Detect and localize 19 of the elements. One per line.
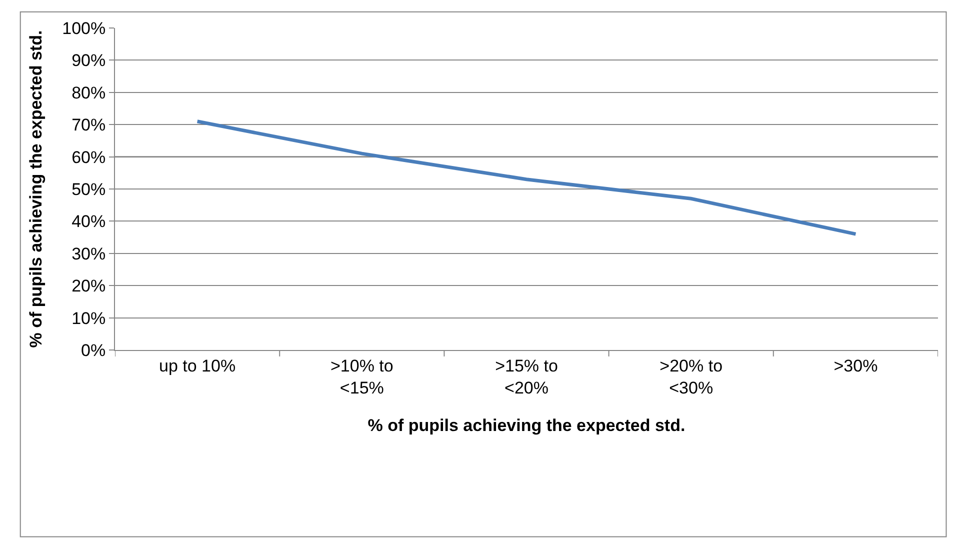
x-tick-label: >30%	[834, 356, 878, 376]
line-series	[196, 120, 858, 236]
y-tick-label: 50%	[72, 180, 106, 199]
y-tick-label: 0%	[81, 340, 106, 360]
y-axis-title: % of pupils achieving the expected std.	[26, 30, 46, 348]
y-tick-label: 40%	[72, 212, 106, 232]
x-tick-label: >10% to <15%	[330, 356, 394, 398]
y-tick-label: 100%	[62, 18, 106, 38]
x-tick-label: up to 10%	[159, 356, 236, 376]
y-tick-label: 10%	[72, 308, 106, 328]
x-axis-title: % of pupils achieving the expected std.	[368, 416, 686, 435]
y-tick-label: 30%	[72, 244, 106, 264]
y-tick-label: 80%	[72, 83, 106, 102]
y-tick-label: 20%	[72, 276, 106, 296]
y-tick-label: 90%	[72, 51, 106, 70]
y-tick-label: 70%	[72, 116, 106, 135]
x-tick-label: >15% to <20%	[495, 356, 558, 398]
y-tick-label: 60%	[72, 148, 106, 167]
x-tick-label: >20% to <30%	[660, 356, 723, 398]
